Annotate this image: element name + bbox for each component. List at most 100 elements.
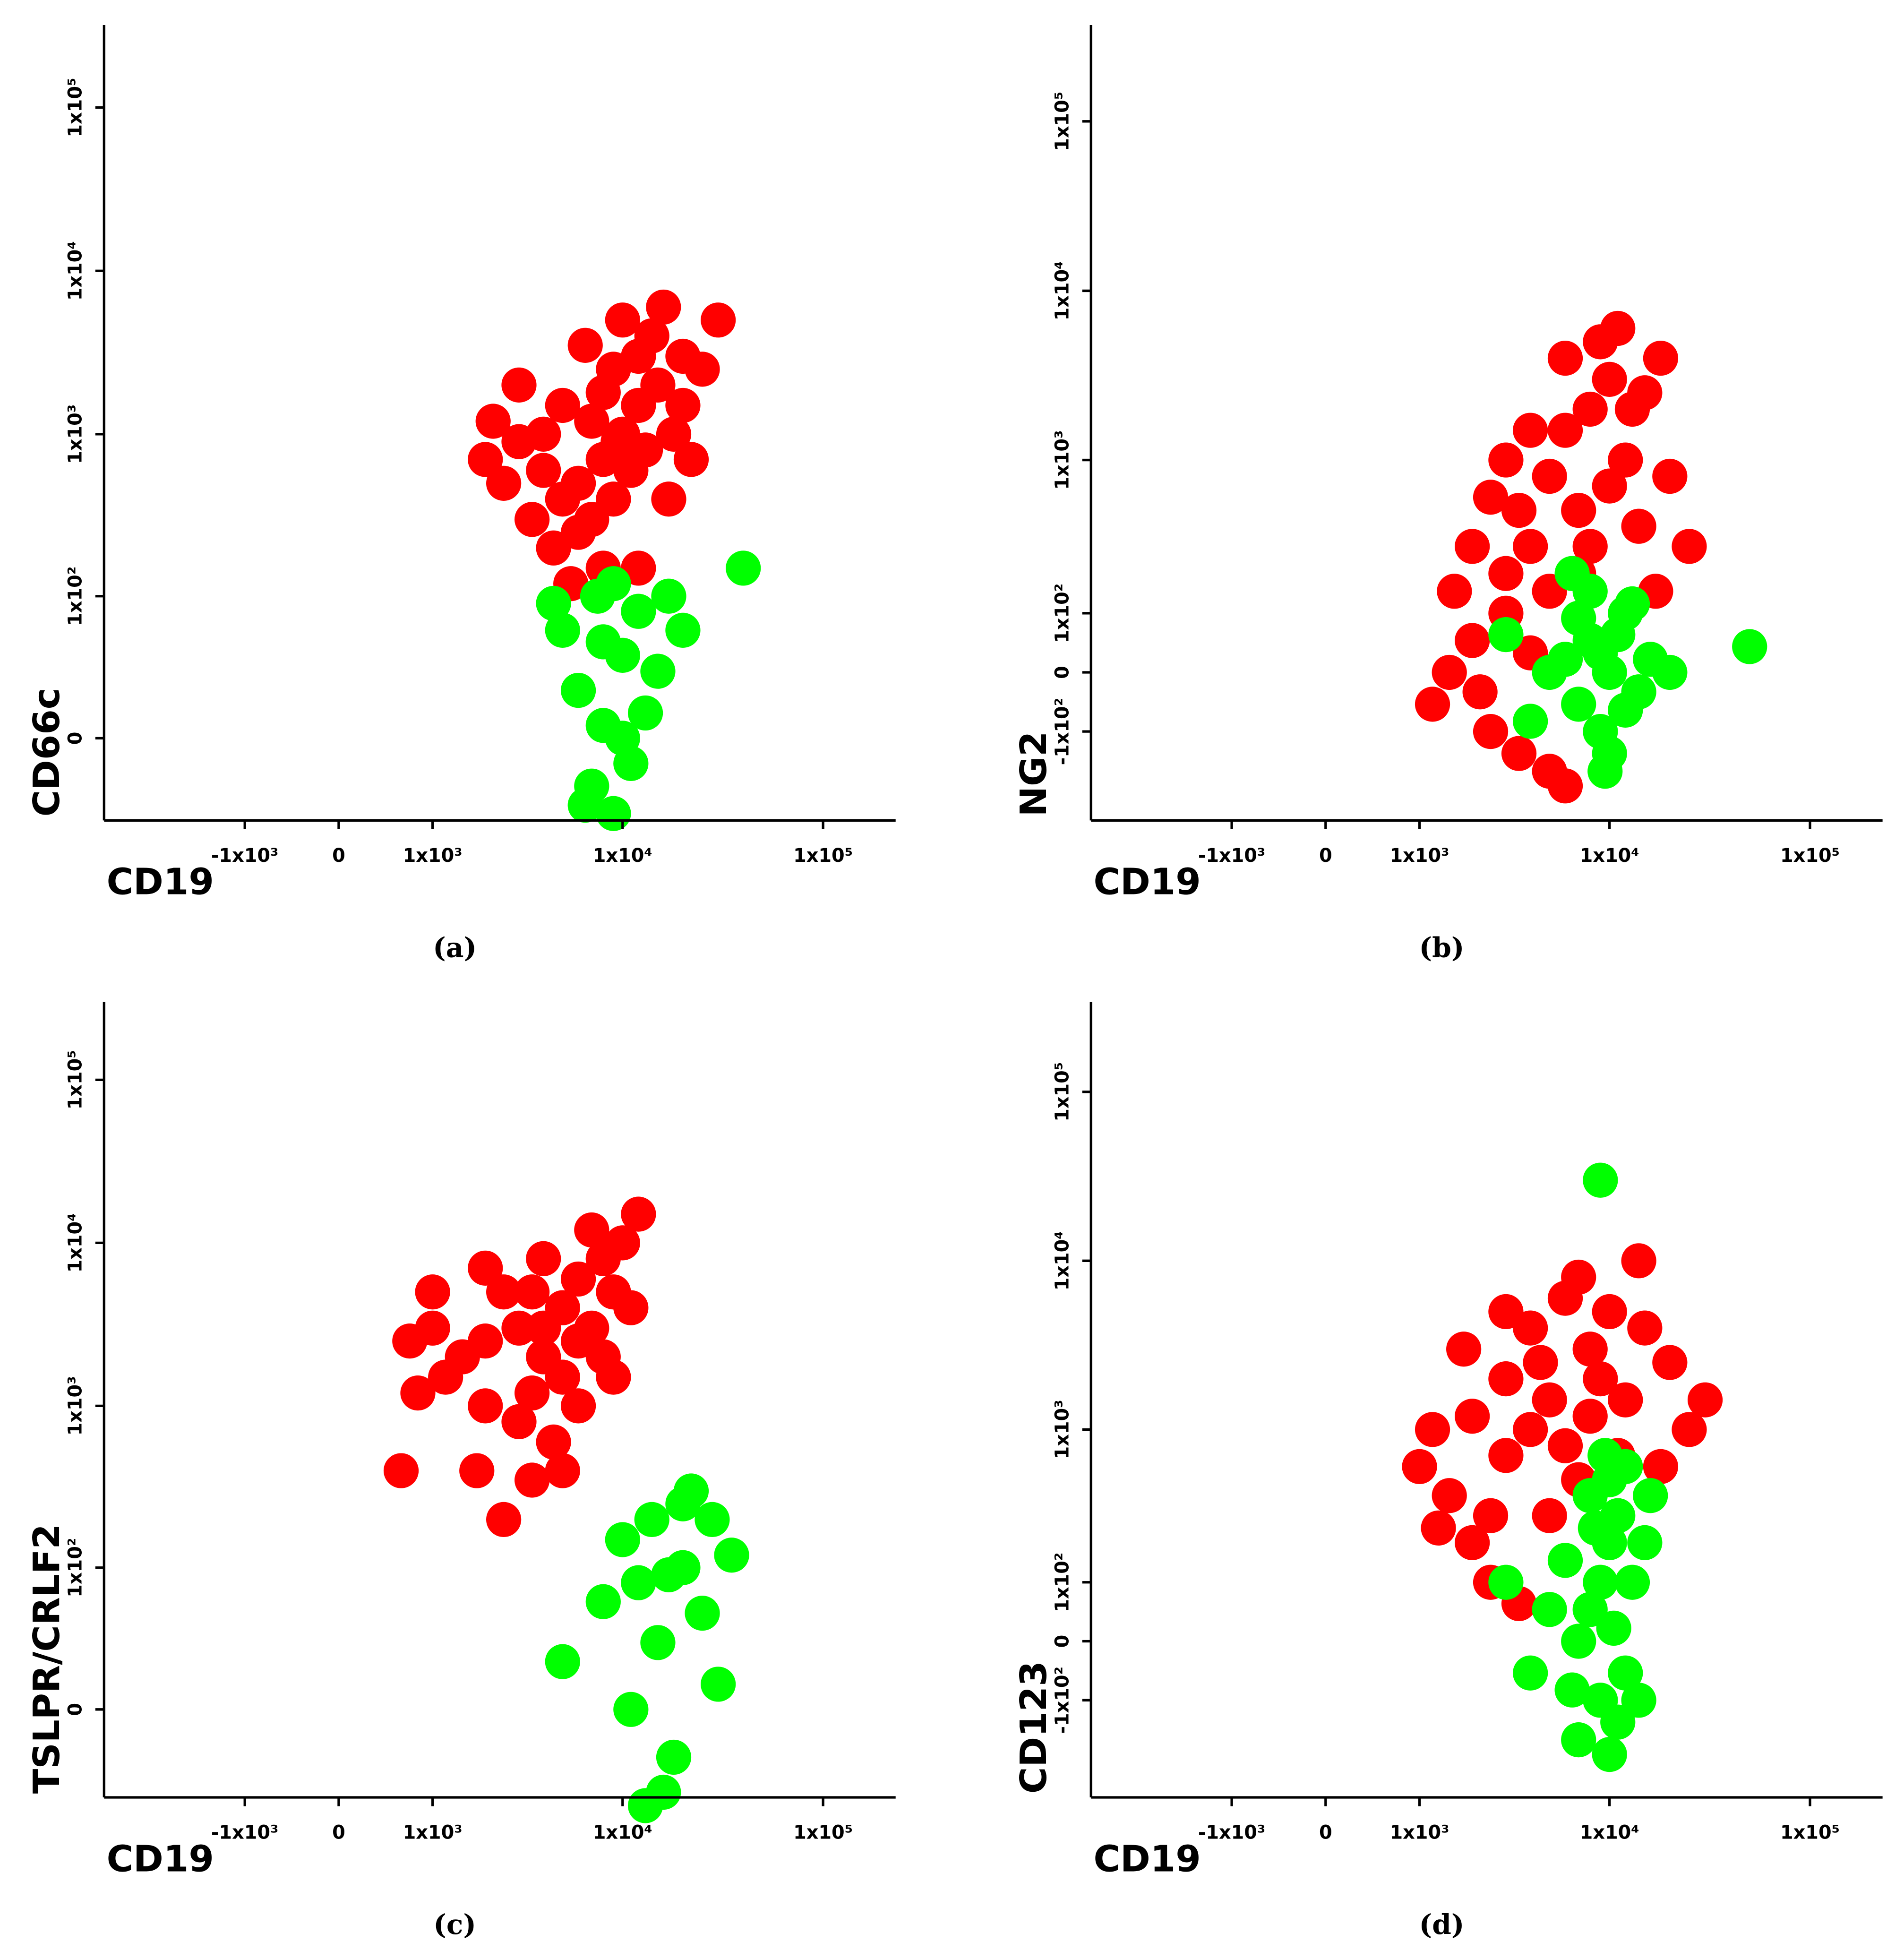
point [1621,1243,1656,1279]
point [515,1375,550,1411]
x-axis-label: CD19 [107,1838,214,1880]
x-axis-label: CD19 [1094,861,1201,903]
point [1415,1412,1450,1447]
point [526,453,561,488]
x-tick-label: 0 [1319,845,1332,867]
point [1572,1399,1608,1434]
point [486,1274,522,1310]
point [536,530,571,566]
point [1473,1498,1509,1533]
point [545,481,580,517]
point [1643,340,1679,376]
y-tick-label: 1x10⁵ [1052,92,1073,151]
point [665,387,701,423]
point [545,1453,580,1488]
y-tick-label: 1x10² [1052,584,1073,643]
y-axis-label: TSLPR/CRLF2 [26,1524,68,1794]
y-tick-label: 0 [65,1703,86,1716]
point [1532,1382,1567,1418]
x-tick-label: 1x10³ [403,845,463,867]
point [1532,1498,1567,1533]
x-tick-label: -1x10³ [211,845,279,867]
point [1643,1449,1679,1484]
x-tick-label: 1x10³ [403,1822,463,1844]
point [580,578,616,614]
point [574,404,609,439]
x-tick-label: 0 [1319,1822,1332,1844]
point [1561,492,1596,528]
y-tick-label: 1x10⁵ [65,78,86,137]
point [621,593,656,629]
point [475,404,511,439]
x-axis-label: CD19 [1094,1838,1201,1880]
x-tick-label: 1x10³ [1390,845,1449,867]
point [1627,1310,1663,1346]
point [1446,1332,1482,1367]
point [567,788,603,823]
point [1437,574,1472,609]
x-tick-label: -1x10³ [1198,1822,1266,1844]
panel: -1x10³ 0 1x10³ 1x10⁴ 1x10⁵ -1x10² 0 1x10² 1x10³ 1… [1013,1002,1883,1941]
x-tick-label: 0 [332,1822,345,1844]
y-tick-label: 1x10² [65,1538,86,1598]
point [1672,529,1707,564]
point [1547,340,1583,376]
y-tick-label: 1x10³ [65,1376,86,1435]
point [1513,1412,1548,1447]
point [536,585,571,621]
point [621,1565,656,1600]
point [515,1462,550,1498]
point [656,1739,692,1775]
point [1572,391,1608,427]
caption: (d) [1419,1908,1465,1941]
point [501,367,537,403]
point [1572,1332,1608,1367]
point [1687,1382,1723,1418]
point [640,367,676,403]
point [545,387,580,423]
point [1432,654,1467,690]
y-tick-label: 1x10⁴ [1052,261,1073,320]
point [585,375,621,410]
point [1608,1449,1643,1484]
y-axis-label: CD123 [1013,1661,1055,1794]
point [1600,310,1636,346]
point [726,550,761,586]
point [585,1584,621,1619]
point [1547,1280,1583,1316]
point [501,1310,537,1346]
x-tick-label: 1x10⁵ [793,845,853,867]
point [1561,687,1596,722]
point [1421,1510,1456,1546]
y-axis-label: CD66c [26,688,68,817]
point [621,1196,656,1232]
point [560,1388,596,1424]
point [415,1274,450,1310]
point [1488,1438,1524,1473]
point [621,550,656,586]
point [1455,623,1490,658]
panel: -1x10³ 0 1x10³ 1x10⁴ 1x10⁵ 0 1x10² 1x10³ 1x10⁴ 1x… [26,25,896,963]
point [640,653,676,689]
point [665,1486,701,1521]
panel: -1x10³ 0 1x10³ 1x10⁴ 1x10⁵ 0 1x10² 1x10³ 1x10⁴ 1x… [26,1002,896,1941]
point [1608,1382,1643,1418]
y-tick-label: 1x10³ [65,404,86,464]
x-tick-label: 1x10⁵ [1780,845,1840,867]
point [468,1250,503,1286]
x-tick-label: 0 [332,845,345,867]
y-tick-label: -1x10² [1052,698,1073,765]
point [605,637,640,673]
point [567,327,603,363]
point [1672,1412,1707,1447]
point [1415,687,1450,722]
point [536,1424,571,1460]
point [515,502,550,537]
y-axis-label: NG2 [1013,731,1055,816]
point [1608,1655,1643,1691]
y-tick-label: 1x10² [65,567,86,626]
point [1547,768,1583,804]
point [627,432,663,468]
